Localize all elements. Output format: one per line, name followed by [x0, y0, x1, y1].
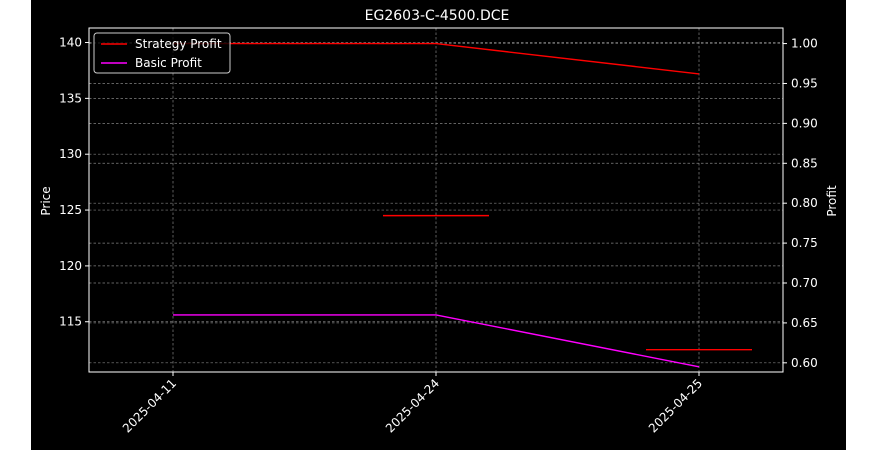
profit-tick-label: 0.80 — [791, 196, 818, 210]
profit-tick-label: 0.75 — [791, 236, 818, 250]
chart-figure: EG2603-C-4500.DCE 115 120 125 130 135 140 0.6… — [31, 0, 846, 450]
price-tick-label: 125 — [59, 203, 82, 217]
date-tick-label: 2025-04-11 — [120, 376, 179, 435]
legend-label: Strategy Profit — [135, 37, 222, 51]
date-tick-label: 2025-04-24 — [383, 376, 442, 435]
profit-tick-label: 0.95 — [791, 76, 818, 90]
profit-tick-label: 1.00 — [791, 37, 818, 51]
profit-tick-label: 0.70 — [791, 276, 818, 290]
price-tick-label: 135 — [59, 91, 82, 105]
y-axis-label: Price — [39, 186, 53, 215]
date-tick-label: 2025-04-25 — [646, 376, 705, 435]
price-axis: 115 120 125 130 135 140 — [59, 36, 89, 329]
legend: Strategy Profit Basic Profit — [93, 32, 231, 74]
profit-tick-label: 0.85 — [791, 156, 818, 170]
date-axis: 2025-04-11 2025-04-24 2025-04-25 — [120, 372, 705, 435]
profit-tick-label: 0.90 — [791, 116, 818, 130]
series-layer — [173, 42, 752, 368]
price-tick-label: 140 — [59, 36, 82, 50]
price-tick-label: 115 — [59, 315, 82, 329]
grid-lines — [89, 28, 783, 372]
profit-axis: 0.60 0.65 0.70 0.75 0.80 0.85 0.90 0.95 1.00 — [783, 37, 818, 370]
price-tick-label: 130 — [59, 147, 82, 161]
series-line-basic-profit — [173, 314, 700, 368]
series-line-strategy-profit — [173, 42, 700, 75]
legend-label: Basic Profit — [135, 56, 202, 70]
y2-axis-label: Profit — [825, 185, 839, 217]
profit-tick-label: 0.65 — [791, 316, 818, 330]
legend-box — [93, 32, 231, 74]
chart-title: EG2603-C-4500.DCE — [365, 8, 510, 24]
profit-tick-label: 0.60 — [791, 356, 818, 370]
price-tick-label: 120 — [59, 259, 82, 273]
chart-svg: EG2603-C-4500.DCE 115 120 125 130 135 140 0.6… — [39, 8, 839, 435]
